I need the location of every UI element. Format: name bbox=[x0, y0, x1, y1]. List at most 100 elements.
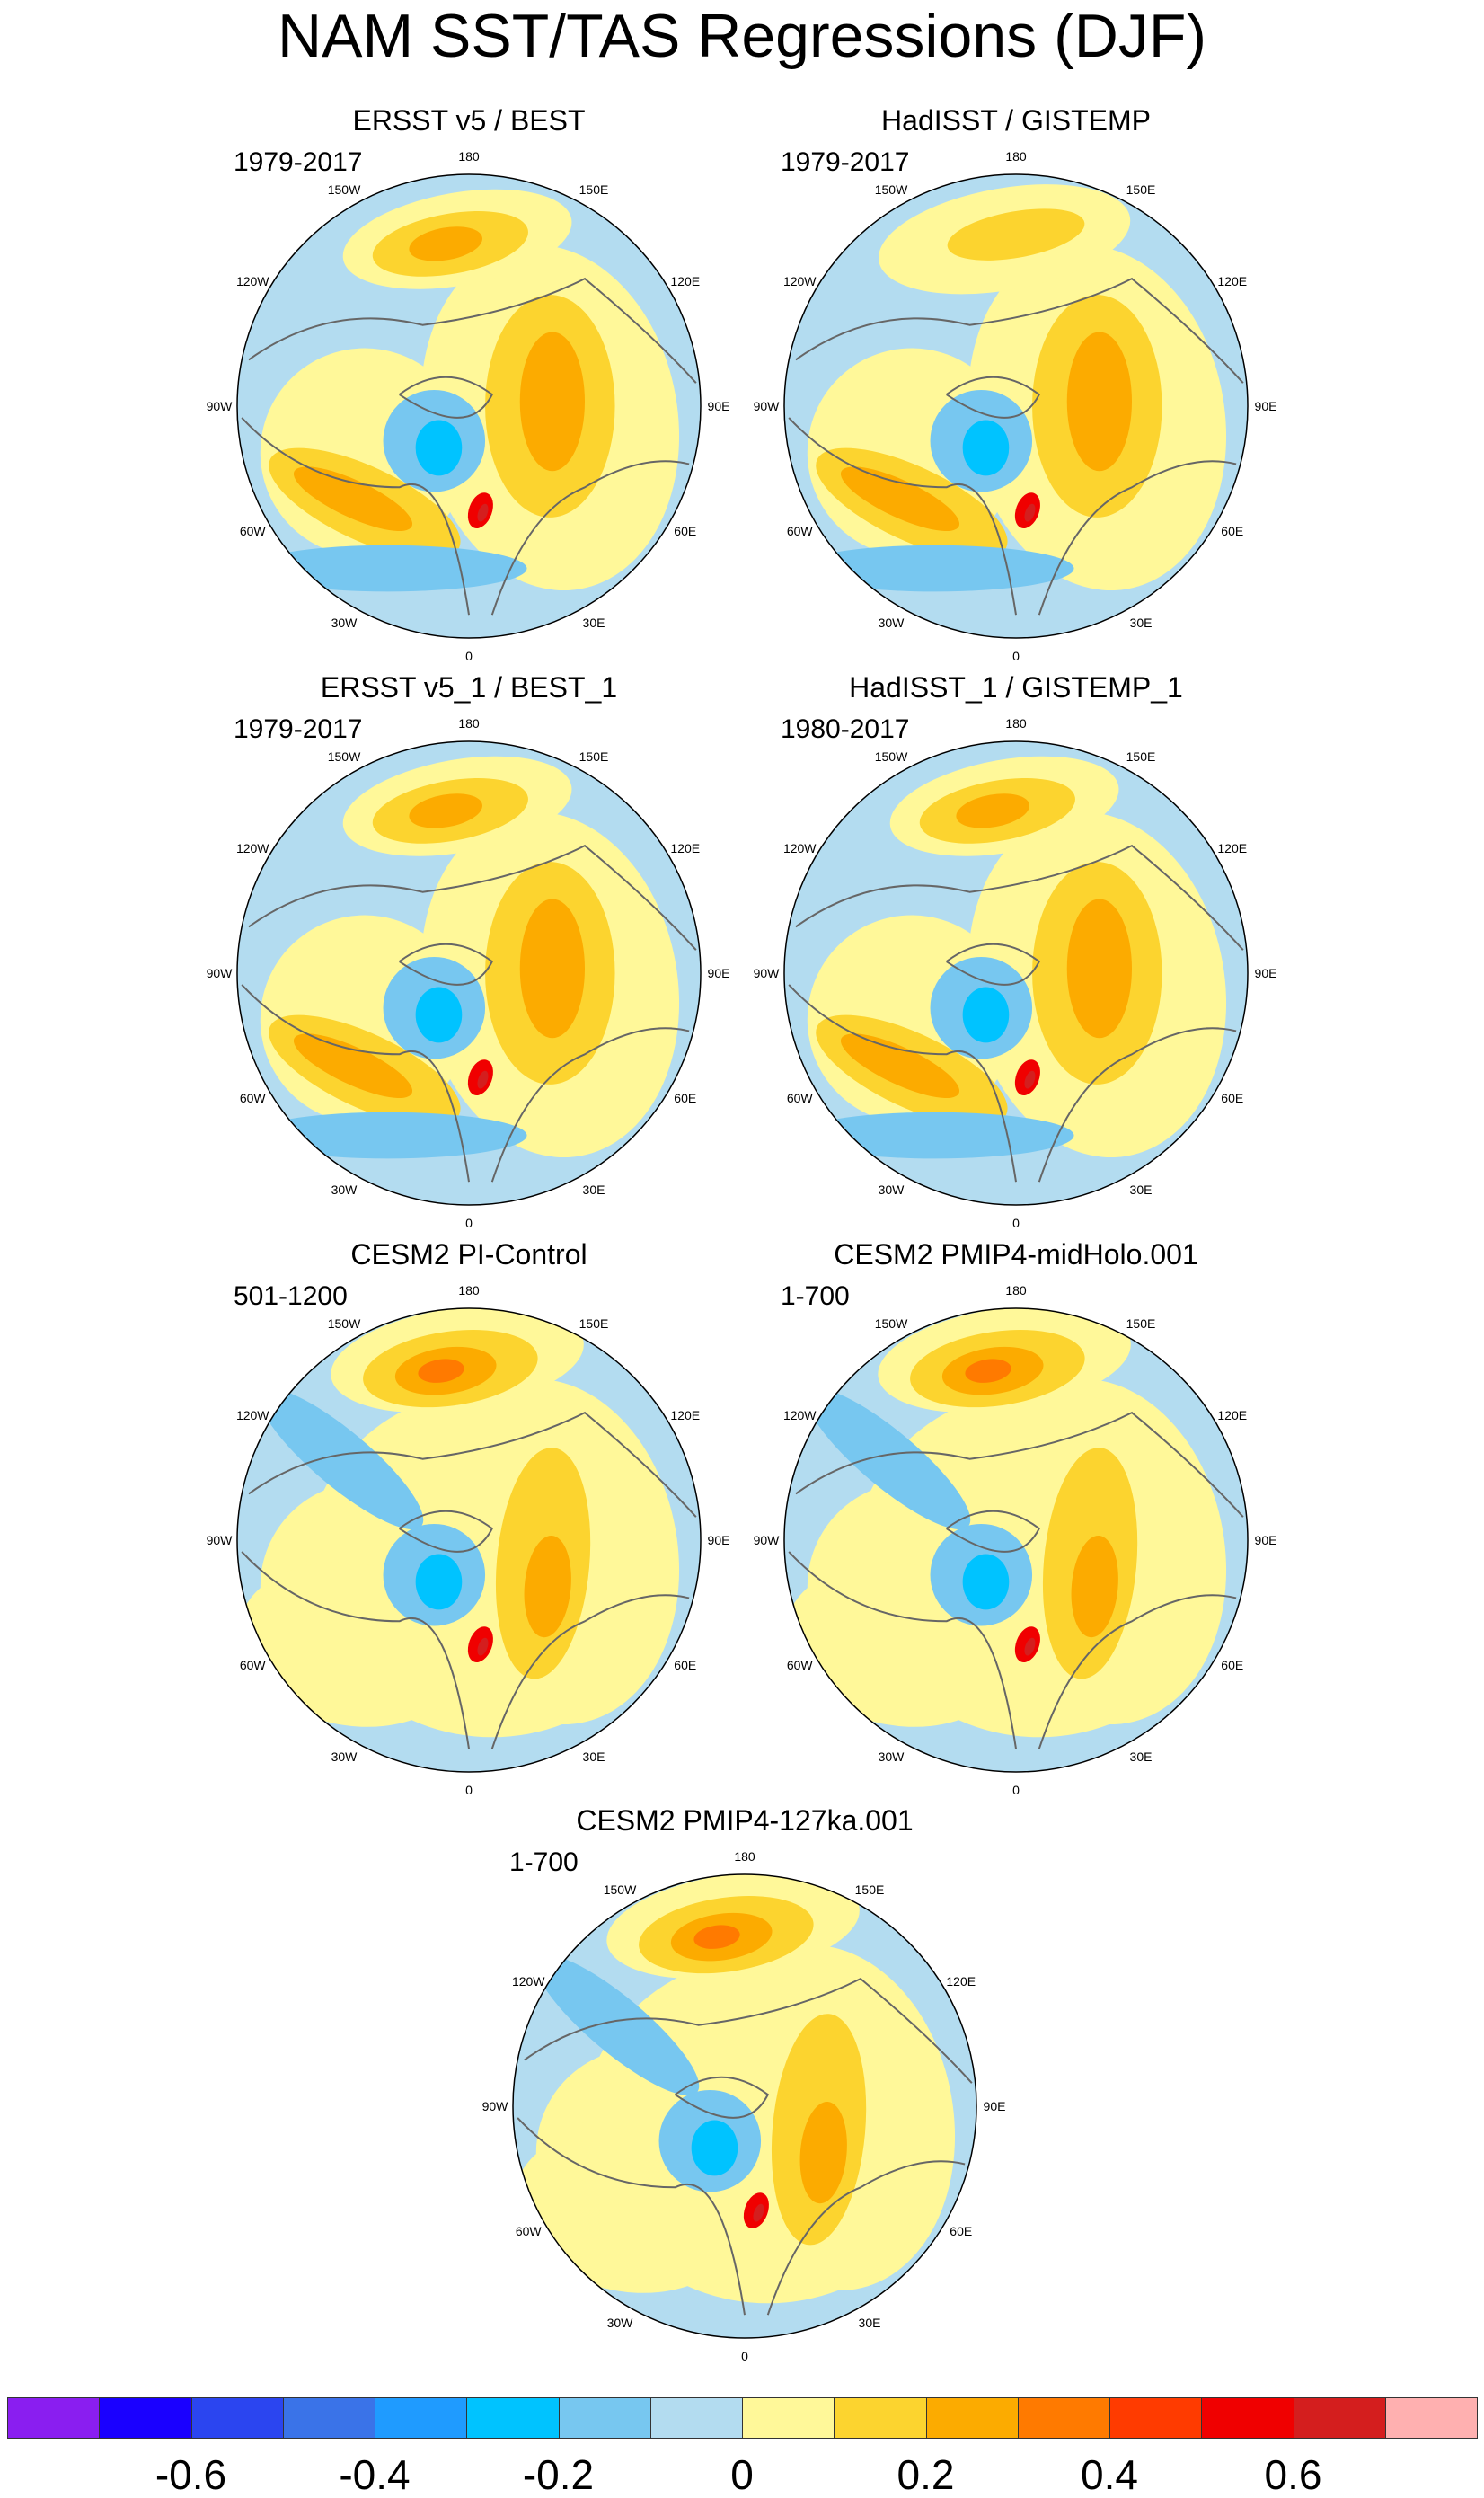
coastline bbox=[399, 943, 494, 986]
longitude-label: 90E bbox=[707, 1533, 730, 1547]
map-border bbox=[783, 740, 1249, 1206]
longitude-label: 150W bbox=[327, 749, 361, 765]
colorbar-swatch bbox=[282, 2397, 375, 2439]
scandinavia-warm bbox=[477, 503, 489, 522]
longitude-label: 120W bbox=[235, 1408, 269, 1422]
longitude-label: 120E bbox=[1217, 841, 1248, 855]
eurasia-warm bbox=[1066, 332, 1132, 472]
coastline bbox=[946, 376, 1041, 419]
longitude-label: 90E bbox=[1254, 399, 1277, 413]
longitude-label: 30W bbox=[606, 2315, 633, 2330]
longitude-label: 60E bbox=[1221, 1091, 1244, 1105]
longitude-label: 60E bbox=[674, 1658, 697, 1672]
colorbar-swatch bbox=[834, 2397, 927, 2439]
panel-title: CESM2 PI-Control bbox=[350, 1238, 587, 1271]
longitude-label: 90W bbox=[481, 2099, 508, 2113]
longitude-label: 60W bbox=[239, 1658, 266, 1672]
scandinavia-warm bbox=[477, 1637, 489, 1656]
longitude-label: 30W bbox=[331, 615, 358, 630]
longitude-label: 150W bbox=[327, 182, 361, 198]
atlantic-warm bbox=[840, 466, 960, 532]
scandinavia-warm bbox=[1024, 503, 1036, 522]
eurasia-warm bbox=[1066, 899, 1132, 1039]
coastline bbox=[1038, 1594, 1237, 1749]
longitude-label: 30W bbox=[878, 615, 905, 630]
coastline bbox=[241, 417, 470, 616]
longitude-label: 30W bbox=[331, 1749, 358, 1764]
longitude-label: 90W bbox=[753, 399, 780, 413]
longitude-label: 60E bbox=[1221, 524, 1244, 538]
longitude-label: 60W bbox=[786, 1658, 813, 1672]
arctic-cold bbox=[962, 420, 1010, 476]
panel-title: ERSST v5 / BEST bbox=[352, 104, 586, 137]
colorbar-swatch bbox=[742, 2397, 835, 2439]
longitude-label: 180 bbox=[458, 716, 480, 731]
arctic-cold bbox=[415, 420, 463, 476]
eurasia-warm bbox=[799, 2102, 847, 2204]
polar-map bbox=[236, 740, 702, 1206]
longitude-label: 30E bbox=[582, 1182, 605, 1197]
longitude-label: 30E bbox=[1129, 615, 1153, 630]
longitude-label: 30E bbox=[582, 1749, 605, 1764]
longitude-label: 60E bbox=[1221, 1658, 1244, 1672]
longitude-label: 90E bbox=[983, 2099, 1006, 2113]
coastline bbox=[524, 1977, 973, 2084]
map-border bbox=[512, 1874, 977, 2339]
coastline bbox=[946, 1510, 1041, 1553]
coastline bbox=[788, 417, 1017, 616]
figure-title: NAM SST/TAS Regressions (DJF) bbox=[277, 2, 1206, 70]
panel-title: CESM2 PMIP4-midHolo.001 bbox=[834, 1238, 1198, 1271]
coastline bbox=[1038, 460, 1237, 616]
map-border bbox=[783, 173, 1249, 639]
longitude-label: 120W bbox=[782, 1408, 817, 1422]
longitude-label: 60W bbox=[239, 524, 266, 538]
coastline bbox=[248, 844, 697, 951]
longitude-label: 150W bbox=[327, 1316, 361, 1332]
coastline bbox=[490, 460, 690, 616]
pacific-anomaly bbox=[965, 1359, 1011, 1383]
longitude-label: 30E bbox=[582, 615, 605, 630]
panel-period: 1979-2017 bbox=[234, 714, 363, 744]
longitude-label: 90W bbox=[206, 399, 233, 413]
longitude-label: 30W bbox=[878, 1749, 905, 1764]
pacific-anomaly bbox=[947, 208, 1085, 261]
coastline bbox=[517, 2117, 746, 2316]
coastline bbox=[795, 277, 1244, 384]
panel-period: 1980-2017 bbox=[781, 714, 910, 744]
longitude-label: 150W bbox=[874, 182, 908, 198]
longitude-label: 0 bbox=[465, 1216, 473, 1230]
longitude-label: 0 bbox=[1012, 1783, 1020, 1797]
colorbar-swatch bbox=[1017, 2397, 1110, 2439]
map-border bbox=[236, 1307, 702, 1773]
colorbar-swatch bbox=[1201, 2397, 1294, 2439]
scandinavia-warm bbox=[1024, 1070, 1036, 1089]
longitude-label: 120E bbox=[946, 1974, 976, 1989]
arctic-cold bbox=[962, 987, 1010, 1043]
longitude-label: 0 bbox=[465, 1783, 473, 1797]
pacific-cold bbox=[259, 1388, 424, 1530]
eurasia-warm bbox=[519, 332, 585, 472]
atlantic-cold bbox=[248, 1112, 527, 1159]
pacific-anomaly bbox=[409, 226, 482, 261]
panel-period: 1-700 bbox=[781, 1281, 850, 1311]
scandinavia-warm bbox=[1024, 1637, 1036, 1656]
coastline bbox=[788, 1551, 1017, 1749]
atlantic-warm bbox=[293, 466, 413, 532]
longitude-label: 60W bbox=[239, 1091, 266, 1105]
longitude-label: 150E bbox=[1126, 1316, 1156, 1332]
eurasia-warm bbox=[524, 1536, 571, 1638]
longitude-label: 60E bbox=[950, 2224, 973, 2238]
colorbar-tick-label: 0 bbox=[730, 2451, 754, 2498]
longitude-label: 180 bbox=[734, 1849, 755, 1864]
scandinavia-warm bbox=[753, 2203, 764, 2222]
longitude-label: 120E bbox=[670, 841, 701, 855]
longitude-label: 120W bbox=[235, 274, 269, 288]
longitude-label: 150W bbox=[874, 749, 908, 765]
longitude-label: 120E bbox=[670, 1408, 701, 1422]
longitude-label: 150E bbox=[1126, 749, 1156, 765]
longitude-label: 150E bbox=[579, 749, 609, 765]
longitude-label: 90W bbox=[206, 966, 233, 980]
scandinavia-warm bbox=[477, 1070, 489, 1089]
longitude-label: 60W bbox=[786, 1091, 813, 1105]
coastline bbox=[241, 1551, 470, 1749]
